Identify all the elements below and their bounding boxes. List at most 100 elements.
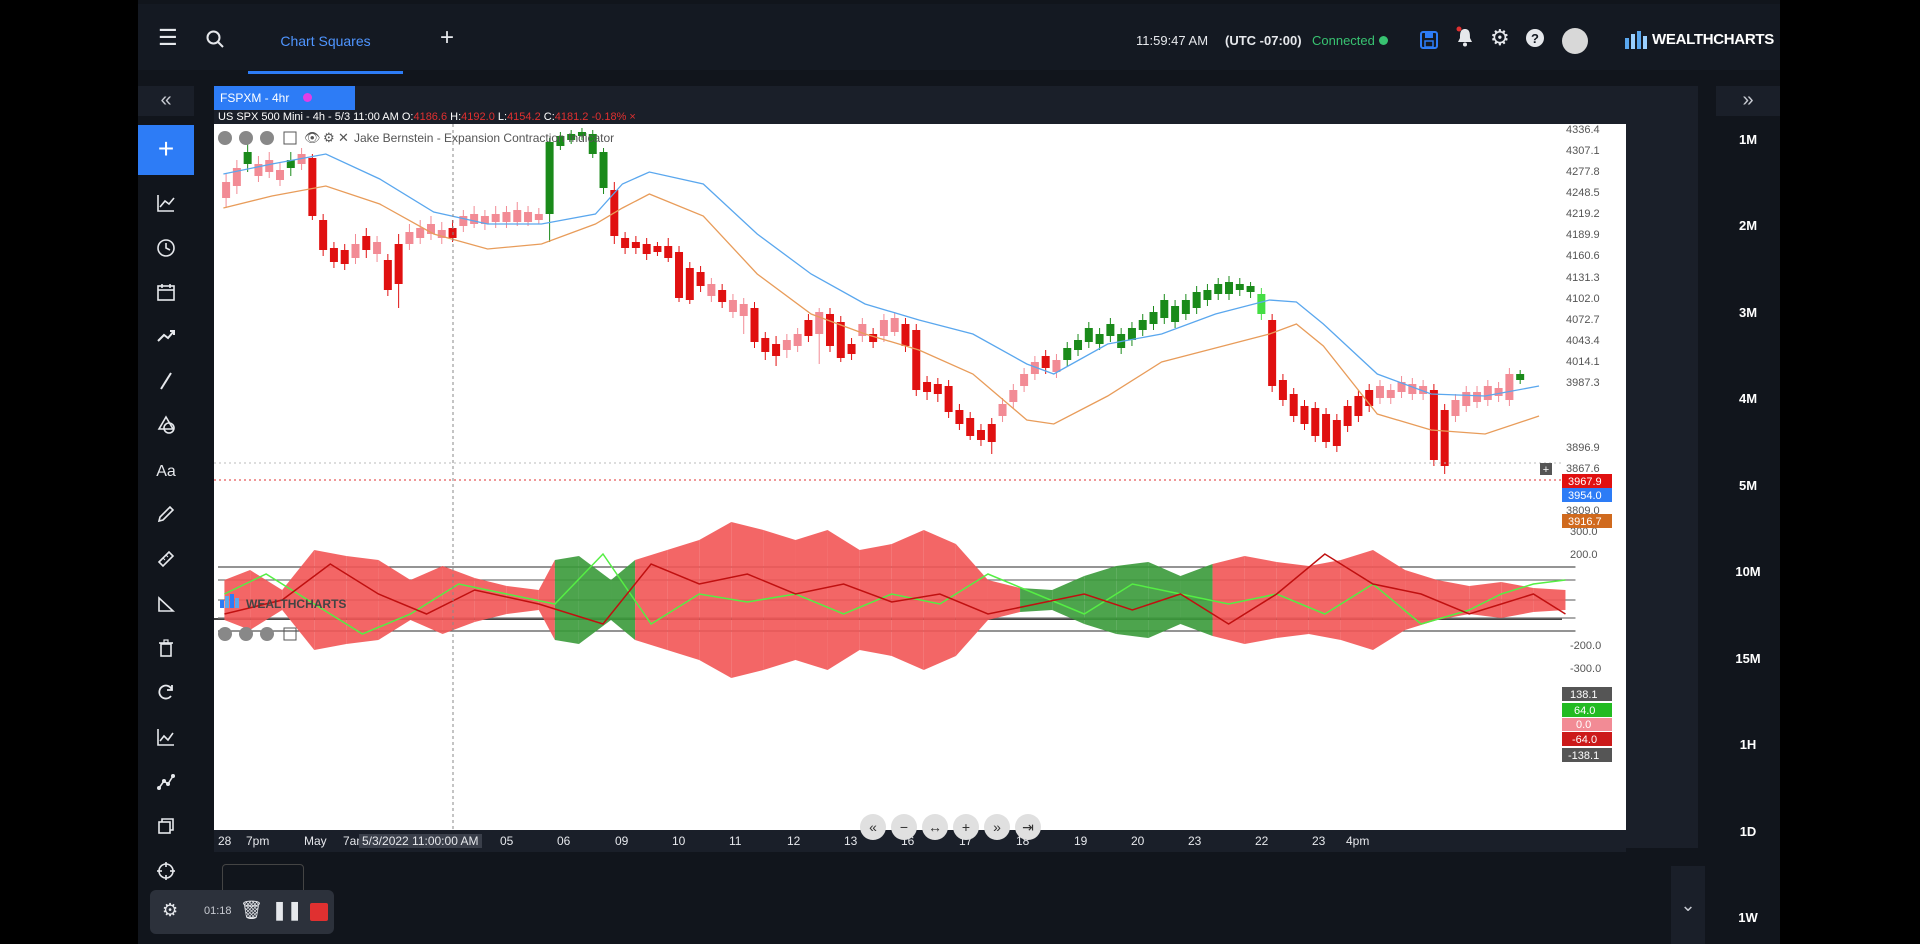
candle-body [1106,324,1115,336]
candle-body [1063,348,1072,360]
candle-body [933,384,942,394]
indicators-icon[interactable] [154,193,178,217]
time-tick-label: 20 [1131,834,1145,848]
layers-icon[interactable] [154,816,178,840]
tab-chart-squares[interactable]: Chart Squares [248,8,403,74]
add-tab-button[interactable]: + [440,24,455,51]
candle-body [966,418,975,436]
recorder-trash-icon[interactable]: 🗑 [240,900,263,920]
candle-body [1030,362,1039,374]
recorder-stop-icon[interactable] [310,903,328,921]
timeframe-15m[interactable]: 15M [1735,651,1761,666]
watermark-text: WEALTHCHARTS [246,597,346,611]
trash-icon[interactable] [154,638,178,662]
price-tick-label: 4277.8 [1566,166,1600,178]
measure-icon[interactable] [154,594,178,618]
refresh-icon[interactable] [154,682,178,706]
clock-icon[interactable] [154,238,178,262]
osc-envelope [1533,588,1566,612]
expand-down-button[interactable]: ⌄ [1671,866,1705,944]
candle-body [750,308,759,342]
brand-name: WEALTHCHARTS [1652,30,1774,48]
gear-icon[interactable]: ⚙ [1490,25,1510,50]
zoom-out-button[interactable]: − [891,814,917,840]
candle-body [1041,356,1050,368]
candle-body [685,268,694,300]
indicator-settings-icon[interactable] [218,131,232,145]
timeframe-1d[interactable]: 1D [1739,824,1757,839]
search-icon[interactable] [206,28,224,48]
zoom-in-button[interactable]: + [953,814,979,840]
price-pane[interactable] [214,124,1562,618]
timeframe-10m[interactable]: 10M [1735,564,1761,579]
osc-upper-badge-text: 138.1 [1570,689,1598,701]
timeframe-1m[interactable]: 1M [1738,132,1758,147]
crosshair-icon[interactable] [154,861,178,885]
candle-body [890,318,899,332]
timeframe-1w[interactable]: 1W [1738,910,1758,925]
candle-body [405,232,414,244]
add-level-plus: + [1543,464,1549,476]
add-drawing-button[interactable]: + [138,125,194,175]
ruler-icon[interactable] [154,549,178,573]
recorder-pause-icon[interactable]: ❚❚ [272,900,303,920]
go-to-latest-button[interactable]: ⇥ [1015,814,1041,840]
candle-body [308,158,317,216]
timeframe-4m[interactable]: 4M [1738,391,1758,406]
osc-up-icon[interactable] [260,627,274,641]
text-tool-icon[interactable]: Aa [156,463,176,480]
trend-icon[interactable] [154,326,178,350]
ohlc-close-x-icon[interactable]: × [629,111,636,123]
shapes-icon[interactable] [154,415,178,439]
recorder-gear-icon[interactable]: ⚙ [162,900,179,920]
candle-body [1235,284,1244,290]
bell-icon[interactable] [1455,26,1475,48]
scroll-back-button[interactable]: « [860,814,886,840]
time-axis[interactable]: 28 7pm May 7am 5/3/2022 11:00:00 AM 05 06 09 10 1… [214,830,1626,852]
osc-down-icon[interactable] [239,627,253,641]
osc-settings-icon[interactable] [218,627,232,641]
candle-body [1257,294,1266,314]
chart-canvas[interactable]: 👁 ⚙ ✕ Jake Bernstein - Expansion Contrac… [214,124,1626,830]
pencil-icon[interactable] [154,504,178,528]
candle-body [1494,388,1503,396]
osc-envelope [314,550,347,650]
symbol-tab[interactable]: FSPXM - 4hr [214,86,355,110]
indicator-close-icon[interactable]: ✕ [338,130,349,145]
menu-icon[interactable]: ☰ [158,25,178,50]
timeframe-2m[interactable]: 2M [1738,218,1758,233]
timeframe-5m[interactable]: 5M [1738,478,1758,493]
indicator-gear-icon[interactable]: ⚙ [323,130,335,145]
ohlc-readout: US SPX 500 Mini - 4h - 5/3 11:00 AM O:41… [218,111,636,123]
timeframe-1h[interactable]: 1H [1739,737,1757,752]
collapse-left-button[interactable]: « [138,86,194,116]
candle-body [1516,374,1525,380]
candle-body [772,344,781,356]
blue-ma-badge [1562,488,1612,502]
candle-body [1009,390,1018,402]
candle-body [524,212,533,222]
add-level-icon[interactable] [1540,463,1552,475]
save-icon[interactable] [1420,29,1438,49]
indicator-collapse-icon[interactable] [283,131,297,145]
chart-type-icon[interactable] [154,727,178,751]
line-tool-icon[interactable] [154,371,178,395]
indicator-eye-icon[interactable]: 👁 [304,130,321,145]
candle-body [1095,334,1104,344]
collapse-right-button[interactable]: » [1716,86,1780,116]
fit-button[interactable]: ↔ [922,814,948,840]
timeframe-3m[interactable]: 3M [1738,305,1758,320]
osc-expand-icon[interactable] [283,627,297,641]
calendar-icon[interactable] [154,282,178,306]
help-icon[interactable]: ? [1525,28,1545,48]
candle-body [955,410,964,424]
indicator-up-icon[interactable] [260,131,274,145]
price-tick-label: 3896.9 [1566,442,1600,454]
candle-body [912,330,921,390]
scroll-forward-button[interactable]: » [984,814,1010,840]
oscillator-axis[interactable]: 300.0 200.0 -200.0 -300.0 [1570,526,1601,675]
avatar[interactable] [1562,28,1588,54]
ohlc-change: -0.18% [591,111,627,123]
indicator-down-icon[interactable] [239,131,253,145]
node-line-icon[interactable] [154,772,178,796]
